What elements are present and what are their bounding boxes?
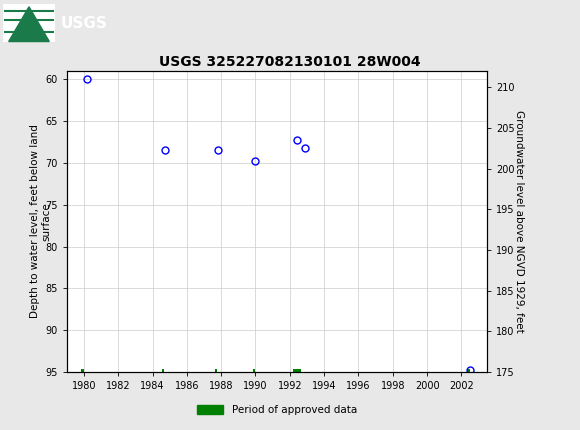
Bar <box>3 3 55 42</box>
Bar <box>81 369 84 372</box>
Y-axis label: Groundwater level above NGVD 1929, feet: Groundwater level above NGVD 1929, feet <box>514 110 524 333</box>
Polygon shape <box>9 7 49 42</box>
Y-axis label: Depth to water level, feet below land
surface: Depth to water level, feet below land su… <box>30 125 52 318</box>
Text: USGS 325227082130101 28W004: USGS 325227082130101 28W004 <box>159 55 421 69</box>
Bar <box>162 369 164 372</box>
Bar <box>215 369 218 372</box>
Bar <box>293 369 301 372</box>
Bar <box>467 369 470 372</box>
Bar <box>253 369 255 372</box>
Text: USGS: USGS <box>61 16 108 31</box>
Legend: Period of approved data: Period of approved data <box>193 401 361 419</box>
